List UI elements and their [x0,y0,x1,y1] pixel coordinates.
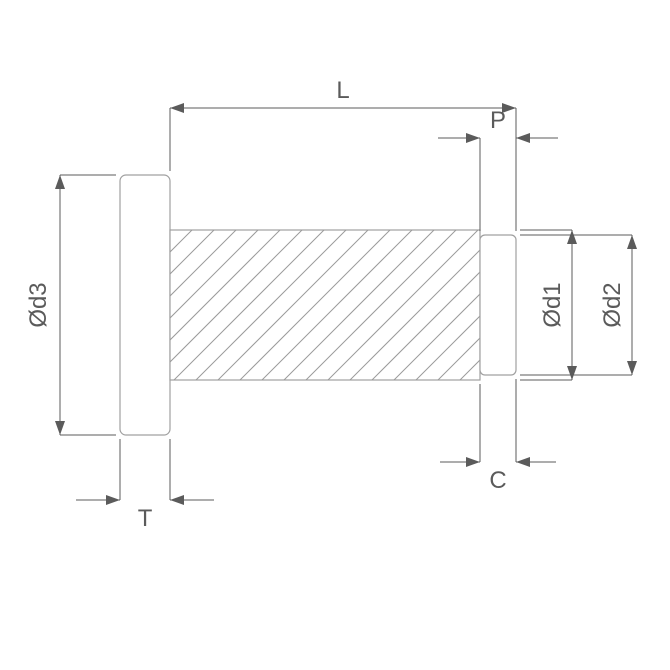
dim-label-d3: Ød3 [25,282,52,327]
dim-label-P: P [490,107,506,134]
dim-label-C: C [489,467,506,494]
pin-part [120,0,516,670]
pin-head [120,175,170,435]
dim-label-L: L [336,77,349,104]
dim-label-T: T [138,505,153,532]
dim-label-d2: Ød2 [599,282,626,327]
pin-tip [480,235,516,375]
dim-label-d1: Ød1 [539,282,566,327]
